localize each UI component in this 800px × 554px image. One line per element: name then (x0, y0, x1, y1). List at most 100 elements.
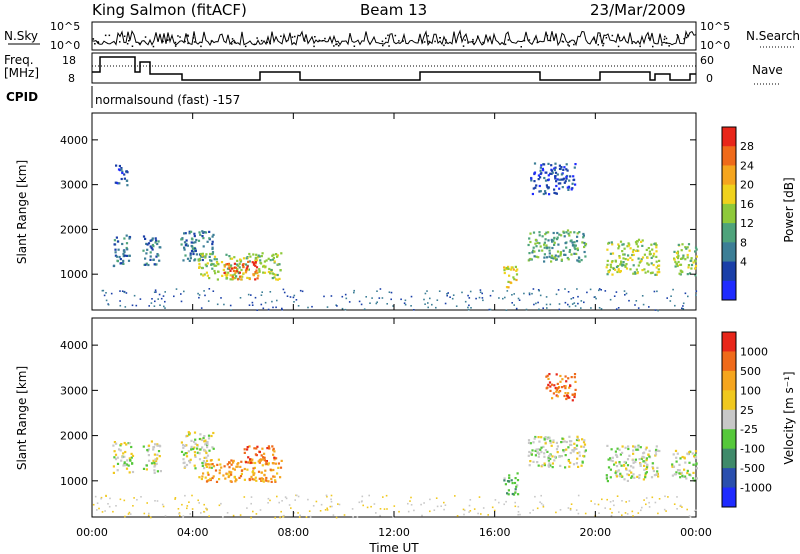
data-cell (248, 277, 251, 281)
data-cell (679, 476, 682, 479)
colorbar-tick-label: 500 (740, 365, 761, 378)
ground-cell (438, 290, 441, 292)
ground-cell (212, 290, 215, 292)
nsearch-point (119, 41, 121, 43)
data-cell (240, 268, 243, 272)
ground-cell (198, 296, 200, 299)
ground-cell (624, 512, 627, 514)
data-cell (180, 243, 183, 246)
data-cell (695, 477, 698, 480)
ground-cell (598, 288, 601, 290)
data-cell (540, 446, 543, 449)
data-cell (682, 256, 685, 259)
data-cell (185, 444, 188, 447)
data-cell (228, 466, 231, 469)
ground-cell (632, 515, 634, 517)
data-cell (629, 268, 632, 271)
data-cell (568, 250, 571, 253)
freq-trace (92, 56, 696, 81)
data-cell (212, 233, 215, 236)
data-cell (227, 262, 231, 265)
data-cell (576, 235, 579, 238)
data-cell (205, 265, 208, 268)
data-cell (577, 439, 580, 442)
nsearch-point (593, 38, 596, 41)
ground-cell (625, 501, 627, 503)
colorbar-tick-label: 20 (740, 179, 754, 192)
ground-cell (297, 305, 300, 307)
data-cell (559, 374, 562, 378)
ground-cell (623, 290, 626, 292)
data-cell (656, 271, 659, 274)
data-cell (255, 259, 259, 262)
data-cell (568, 179, 571, 182)
data-cell (625, 467, 628, 470)
ground-cell (107, 503, 109, 505)
ground-cell (177, 508, 180, 510)
data-cell (568, 396, 571, 399)
data-cell (255, 479, 258, 482)
data-cell (156, 253, 159, 256)
data-cell (617, 243, 620, 246)
data-cell (219, 463, 222, 466)
ground-cell (329, 505, 332, 508)
data-cell (262, 271, 265, 274)
ground-cell (475, 297, 477, 300)
data-cell (537, 178, 540, 181)
ground-cell (139, 298, 142, 300)
data-cell (204, 443, 207, 446)
ground-cell (96, 509, 98, 511)
ground-cell (410, 496, 412, 499)
data-cell (228, 471, 231, 474)
data-cell (578, 260, 581, 263)
data-cell (623, 478, 626, 481)
data-cell (258, 268, 261, 271)
data-cell (624, 264, 627, 267)
colorbar-tick-label: 24 (740, 159, 754, 172)
ground-cell (102, 289, 105, 292)
ground-cell (446, 293, 448, 295)
data-cell (610, 448, 613, 451)
nsearch-point (333, 45, 335, 47)
data-cell (686, 256, 689, 259)
data-cell (194, 467, 197, 470)
ground-cell (409, 500, 411, 502)
data-cell (147, 242, 151, 245)
data-cell (272, 256, 275, 260)
data-cell (112, 465, 115, 468)
data-cell (627, 447, 630, 451)
ground-cell (390, 291, 393, 294)
ground-cell (542, 307, 544, 309)
data-cell (673, 473, 676, 476)
data-cell (652, 252, 656, 255)
nsearch-point (381, 40, 384, 43)
ground-cell (558, 303, 561, 305)
data-cell (557, 243, 560, 246)
ground-cell (278, 501, 280, 504)
data-cell (190, 244, 193, 248)
data-cell (578, 257, 581, 260)
velocity-frame (91, 317, 697, 518)
data-cell (548, 246, 551, 249)
data-cell (232, 467, 235, 470)
data-cell (180, 238, 183, 241)
data-cell (250, 475, 253, 478)
data-cell (144, 257, 147, 260)
nsearch-point (157, 39, 159, 42)
data-cell (627, 445, 630, 448)
data-cell (647, 270, 650, 273)
data-cell (506, 492, 509, 495)
data-cell (616, 447, 619, 450)
data-cell (624, 258, 627, 261)
data-cell (510, 266, 513, 269)
ground-cell (583, 301, 585, 304)
data-cell (125, 443, 128, 446)
data-cell (512, 268, 515, 271)
ground-cell (670, 295, 672, 297)
ground-cell (269, 499, 271, 502)
data-cell (607, 458, 610, 461)
data-cell (229, 265, 232, 268)
data-cell (508, 476, 511, 480)
data-cell (568, 440, 572, 443)
ground-cell (452, 294, 455, 296)
